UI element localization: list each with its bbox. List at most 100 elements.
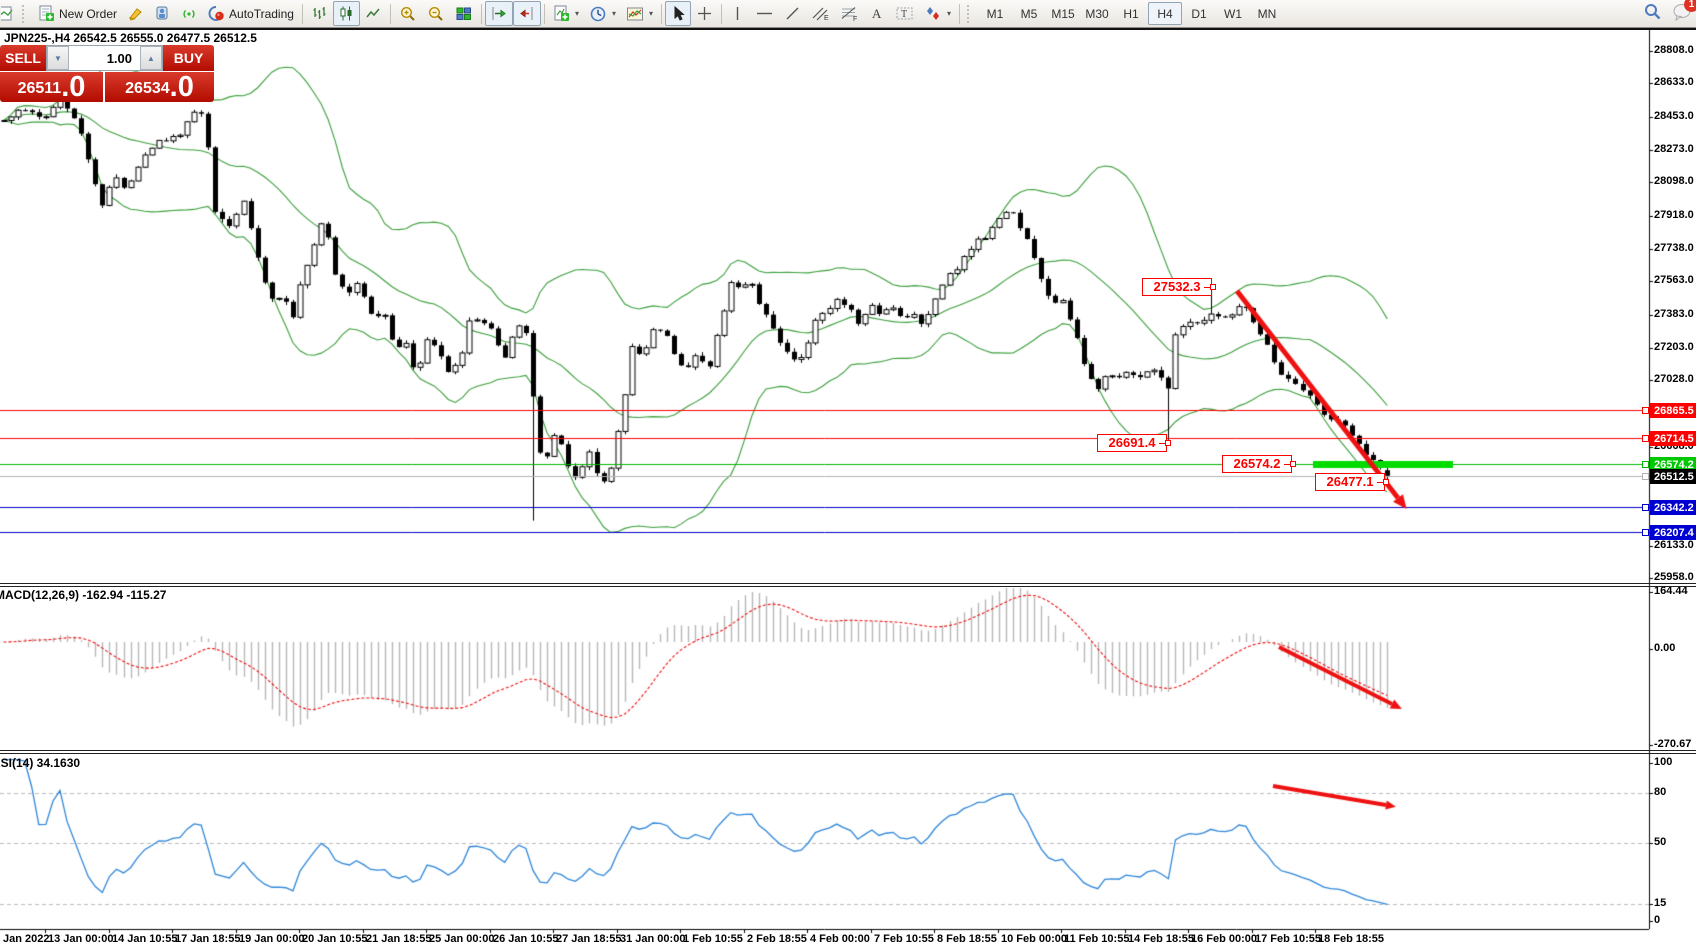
timeframe-button-m1[interactable]: M1 — [986, 6, 1004, 21]
volume-increase-button[interactable]: ▲ — [140, 46, 162, 70]
trendline-icon — [786, 7, 799, 20]
label-button[interactable]: T — [890, 1, 919, 26]
price-callout-26691.4[interactable]: 26691.4 — [1097, 434, 1167, 452]
time-axis-label: 31 Jan 00:00 — [620, 933, 686, 945]
macd-axis-tick: -270.67 — [1654, 738, 1692, 750]
time-axis-label: 4 Feb 00:00 — [810, 933, 870, 945]
pane-separator[interactable] — [0, 586, 1696, 587]
callout-anchor-square — [1165, 440, 1171, 446]
volume-input[interactable]: 1.00 — [106, 50, 132, 66]
time-axis-label: 16 Feb 00:00 — [1191, 933, 1258, 945]
level-anchor-square[interactable] — [1642, 461, 1649, 468]
price-axis-tick: 28273.0 — [1654, 143, 1694, 155]
sell-button[interactable]: SELL — [0, 45, 46, 71]
sell-price-fraction: .0 — [61, 71, 86, 103]
bar-chart-button[interactable] — [306, 1, 333, 26]
crosshair-button[interactable] — [691, 1, 718, 26]
volume-decrease-button[interactable]: ▼ — [47, 46, 69, 70]
svg-text:F: F — [853, 16, 857, 22]
line-chart-button[interactable] — [360, 1, 387, 26]
chart-fragment-icon[interactable] — [0, 1, 18, 26]
buy-button[interactable]: BUY — [163, 45, 214, 71]
zoom-in-button[interactable] — [394, 1, 422, 26]
arrows-caret-icon: ▾ — [947, 9, 952, 18]
new-order-button[interactable]: New Order — [33, 1, 122, 26]
signal-icon — [183, 10, 195, 18]
price-tag-26865.5[interactable]: 26865.5 — [1650, 403, 1696, 418]
price-callout-26574.2[interactable]: 26574.2 — [1222, 455, 1292, 473]
price-callout-26477.1[interactable]: 26477.1 — [1315, 473, 1385, 491]
autotrading-button[interactable]: AutoTrading — [203, 1, 299, 26]
template-button[interactable]: ▾ — [621, 1, 658, 26]
level-anchor-square[interactable] — [1642, 504, 1649, 511]
signal-button[interactable] — [176, 1, 203, 26]
auto-scroll-button[interactable] — [484, 1, 513, 26]
horizontal-line-icon — [757, 12, 772, 15]
time-axis-label: 7 Feb 10:55 — [874, 933, 934, 945]
tile-windows-button[interactable] — [450, 1, 478, 26]
macd-indicator-label: MACD(12,26,9) -162.94 -115.27 — [0, 588, 167, 602]
buy-price[interactable]: 26534.0 — [105, 72, 214, 102]
price-axis-tick: 28453.0 — [1654, 110, 1694, 122]
timeframe-button-w1[interactable]: W1 — [1224, 6, 1243, 21]
expert-advisor-button[interactable] — [149, 1, 176, 26]
sell-price-int: 26511 — [17, 80, 62, 97]
chat-button[interactable]: 1 — [1672, 0, 1696, 24]
callout-anchor-square — [1383, 479, 1389, 485]
chat-badge: 1 — [1684, 0, 1696, 12]
price-axis-tick: 27028.0 — [1654, 373, 1694, 385]
time-axis-label: 8 Feb 18:55 — [937, 933, 997, 945]
pane-separator[interactable] — [0, 750, 1696, 751]
trendline-button[interactable] — [779, 1, 806, 26]
bar-chart-icon — [313, 7, 326, 19]
chart-window-border — [0, 28, 1696, 30]
pane-separator[interactable] — [0, 753, 1696, 754]
timeframe-button-h1[interactable]: H1 — [1123, 6, 1139, 21]
cursor-button[interactable] — [665, 1, 691, 26]
indicators-button[interactable]: ▾ — [548, 1, 584, 26]
arrows-button[interactable]: ▾ — [919, 1, 956, 26]
vertical-line-button[interactable] — [725, 1, 750, 26]
autotrading-icon — [208, 6, 224, 21]
pane-separator[interactable] — [0, 583, 1696, 584]
search-icon[interactable] — [1643, 2, 1662, 24]
text-button[interactable]: A — [864, 1, 890, 26]
callout-anchor-square — [1210, 284, 1216, 290]
channel-button[interactable]: E — [806, 1, 835, 26]
periods-button[interactable]: ▾ — [584, 1, 621, 26]
periods-caret-icon: ▾ — [611, 9, 616, 18]
timeframe-button-h4[interactable]: H4 — [1148, 2, 1183, 25]
timeframe-button-mn[interactable]: MN — [1257, 6, 1277, 21]
timeframe-button-d1[interactable]: D1 — [1191, 6, 1207, 21]
price-axis-tick: 27918.0 — [1654, 209, 1694, 221]
time-axis-label: 11 Feb 10:55 — [1064, 933, 1130, 945]
fibonacci-button[interactable]: F — [835, 1, 864, 26]
level-anchor-square[interactable] — [1642, 435, 1649, 442]
crayon-button[interactable] — [122, 1, 149, 26]
price-tag-26714.5[interactable]: 26714.5 — [1650, 431, 1696, 446]
price-callout-27532.3[interactable]: 27532.3 — [1142, 278, 1212, 296]
level-anchor-square[interactable] — [1642, 529, 1649, 536]
timeframe-button-m5[interactable]: M5 — [1020, 6, 1038, 21]
time-axis-label: 14 Feb 18:55 — [1128, 933, 1195, 945]
timeframe-button-m15[interactable]: M15 — [1051, 6, 1075, 21]
horizontal-line-button[interactable] — [750, 1, 779, 26]
new-order-icon — [39, 5, 54, 21]
time-axis-label: 17 Jan 18:55 — [175, 933, 241, 945]
candle-chart-button[interactable] — [332, 1, 360, 26]
macd-axis-tick: 164.44 — [1654, 585, 1688, 597]
timeframe-button-m30[interactable]: M30 — [1085, 6, 1109, 21]
price-tag-26512.5[interactable]: 26512.5 — [1650, 469, 1696, 484]
one-click-trading-panel: SELL ▼ 1.00 ▲ BUY 26511.0 26534.0 — [0, 45, 214, 102]
price-tag-26207.4[interactable]: 26207.4 — [1650, 525, 1696, 540]
chart-shift-button[interactable] — [512, 1, 541, 26]
level-anchor-square[interactable] — [1642, 407, 1649, 414]
price-tag-26342.2[interactable]: 26342.2 — [1650, 500, 1696, 515]
sell-price[interactable]: 26511.0 — [0, 72, 103, 102]
level-anchor-square[interactable] — [1642, 473, 1649, 480]
price-tag-26574.2[interactable]: 26574.2 — [1650, 457, 1696, 472]
callout-connector — [1284, 464, 1291, 465]
zoom-out-button[interactable] — [422, 1, 450, 26]
